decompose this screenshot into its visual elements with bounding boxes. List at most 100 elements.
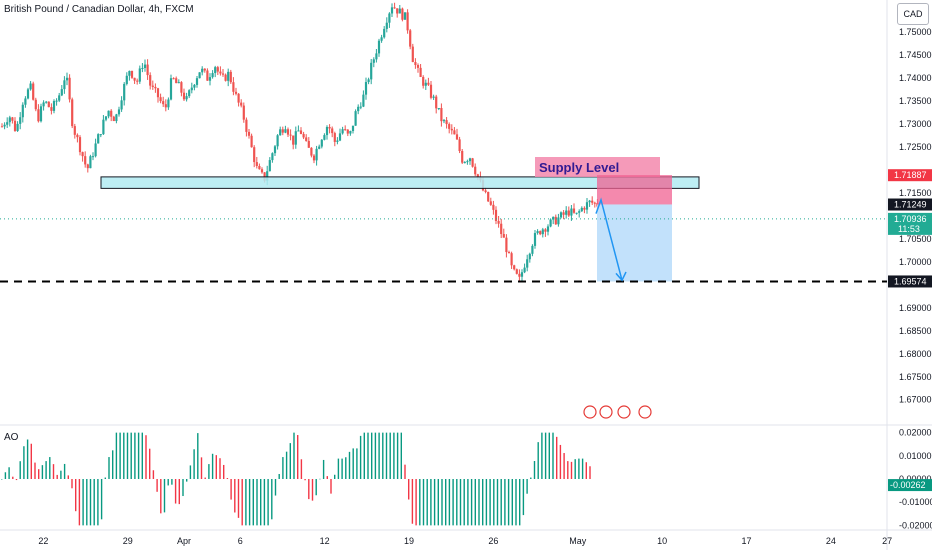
ao-bar bbox=[245, 479, 247, 526]
candle-body bbox=[211, 73, 214, 78]
ao-bar bbox=[389, 432, 391, 479]
ao-bar bbox=[456, 479, 458, 526]
candle-body bbox=[341, 129, 344, 134]
candle-body bbox=[299, 130, 303, 134]
currency-badge[interactable]: CAD bbox=[897, 3, 929, 25]
price-tick-label: 1.74500 bbox=[899, 50, 932, 60]
ao-bar bbox=[489, 479, 491, 526]
candle-body bbox=[188, 90, 191, 97]
candle-body bbox=[255, 162, 258, 166]
candle-body bbox=[42, 102, 45, 107]
ao-bar bbox=[119, 432, 121, 479]
ao-bar bbox=[404, 464, 406, 479]
ao-bar bbox=[252, 479, 254, 526]
ao-bar bbox=[248, 479, 251, 526]
ao-bar bbox=[537, 442, 539, 479]
ao-bar bbox=[145, 435, 147, 479]
ao-indicator-label[interactable]: AO bbox=[4, 432, 19, 443]
ao-bar bbox=[60, 470, 62, 479]
candle-body bbox=[559, 212, 563, 218]
candle-body bbox=[247, 131, 251, 136]
candle-body bbox=[544, 229, 547, 232]
ao-bar bbox=[263, 479, 266, 526]
date-tick-label: 24 bbox=[826, 536, 836, 546]
candle-body bbox=[429, 84, 433, 98]
candle-body bbox=[237, 93, 240, 103]
candle-body bbox=[328, 126, 331, 129]
ao-bar bbox=[556, 436, 558, 479]
ao-bar bbox=[223, 464, 225, 479]
ao-bar bbox=[49, 457, 51, 479]
ao-bar bbox=[215, 455, 217, 479]
candle-body bbox=[45, 101, 48, 103]
candle-body bbox=[570, 208, 573, 216]
ao-bar bbox=[230, 479, 232, 500]
candle-body bbox=[258, 165, 261, 170]
ao-bar bbox=[445, 479, 447, 526]
candle-body bbox=[476, 174, 479, 177]
candle-body bbox=[487, 191, 490, 202]
projection-arrowhead bbox=[615, 271, 627, 282]
candle-body bbox=[133, 77, 136, 81]
ao-bar bbox=[511, 479, 513, 526]
ao-bar bbox=[160, 479, 162, 514]
price-tick-label: 1.74000 bbox=[899, 73, 932, 83]
candle-body bbox=[162, 101, 165, 105]
candle-body bbox=[125, 75, 128, 84]
candle-body bbox=[276, 135, 279, 147]
ao-bar bbox=[12, 476, 14, 479]
date-tick-label: Apr bbox=[177, 536, 191, 546]
candle-body bbox=[578, 211, 581, 213]
ao-bar bbox=[278, 473, 280, 479]
candle-body bbox=[385, 22, 388, 29]
ao-bar bbox=[108, 457, 110, 479]
candle-body bbox=[349, 131, 352, 134]
price-tag bbox=[888, 275, 932, 288]
candle-body bbox=[89, 156, 92, 169]
price-tick-label: 1.73000 bbox=[899, 119, 932, 129]
candle-body bbox=[419, 67, 422, 77]
candle-body bbox=[572, 208, 576, 213]
candle-body bbox=[323, 135, 326, 140]
candle-body bbox=[73, 126, 76, 135]
ao-bar bbox=[260, 479, 262, 526]
price-tick-label: 1.70500 bbox=[899, 234, 932, 244]
candle-body bbox=[201, 68, 204, 73]
ao-bar bbox=[478, 479, 480, 526]
candle-body bbox=[229, 71, 232, 83]
candle-body bbox=[383, 28, 386, 38]
candle-body bbox=[227, 71, 230, 81]
candle-body bbox=[315, 148, 318, 161]
candle-body bbox=[432, 96, 435, 98]
candle-body bbox=[549, 219, 552, 227]
ao-bar bbox=[330, 479, 332, 494]
candle-body bbox=[588, 200, 591, 203]
candle-body bbox=[333, 133, 336, 142]
ao-bar bbox=[152, 470, 155, 479]
candle-body bbox=[497, 220, 500, 224]
candle-body bbox=[510, 253, 513, 266]
candle-body bbox=[468, 158, 472, 162]
ao-bar bbox=[441, 479, 443, 526]
candle-body bbox=[424, 82, 427, 86]
candle-body bbox=[86, 164, 89, 169]
candle-body bbox=[458, 139, 461, 151]
candle-body bbox=[518, 273, 521, 277]
candle-body bbox=[167, 99, 170, 108]
price-tick-label: 1.67000 bbox=[899, 395, 932, 405]
candle-body bbox=[177, 82, 180, 84]
date-tick-label: 6 bbox=[238, 536, 243, 546]
ao-bar bbox=[167, 479, 169, 486]
price-tick-label: 1.69000 bbox=[899, 303, 932, 313]
candle-body bbox=[331, 128, 334, 134]
ao-bar bbox=[30, 443, 32, 479]
ao-bar bbox=[574, 459, 576, 479]
candle-body bbox=[362, 94, 365, 107]
candle-body bbox=[336, 140, 339, 142]
candle-body bbox=[273, 146, 277, 154]
ao-bar bbox=[367, 432, 369, 479]
candle-body bbox=[489, 201, 492, 205]
candle-body bbox=[104, 116, 108, 120]
candle-body bbox=[422, 76, 425, 86]
